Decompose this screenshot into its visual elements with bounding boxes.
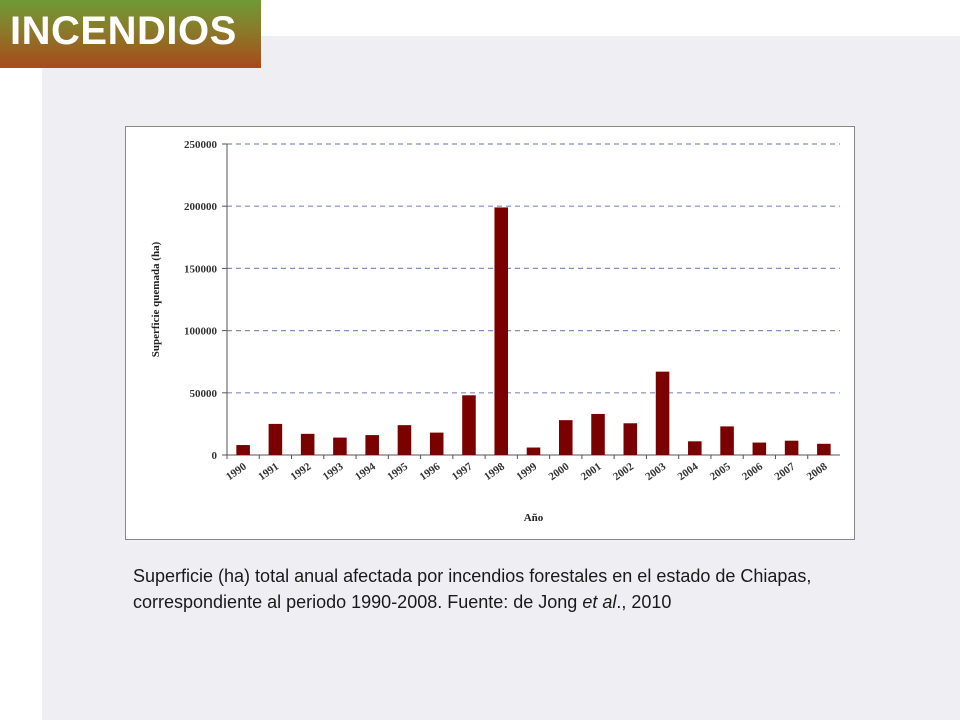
bar-2005 bbox=[720, 426, 734, 455]
bar-1991 bbox=[268, 423, 283, 455]
x-tick-label: 1995 bbox=[385, 460, 410, 483]
bar-2008 bbox=[817, 443, 831, 455]
bar-2006 bbox=[752, 442, 767, 455]
bar-1993 bbox=[333, 437, 347, 455]
caption-italic: et al bbox=[582, 592, 617, 612]
y-tick-label: 0 bbox=[212, 450, 218, 462]
bar-2001 bbox=[591, 413, 605, 455]
bar-2004 bbox=[688, 441, 702, 455]
caption-main: Superficie (ha) total anual afectada por… bbox=[133, 566, 812, 612]
bar-2000 bbox=[558, 420, 573, 455]
x-tick-label: 1998 bbox=[482, 460, 507, 483]
bar-chart: 0 50000 100000 150000 200000 250000 1990 1991 19… bbox=[125, 126, 855, 540]
bar-1998 bbox=[494, 207, 509, 455]
y-tick-label: 250000 bbox=[184, 139, 218, 151]
x-tick-label: 1994 bbox=[353, 460, 378, 483]
bar-1997 bbox=[462, 395, 476, 455]
figure-caption: Superficie (ha) total anual afectada por… bbox=[133, 563, 853, 615]
x-tick-label: 1997 bbox=[450, 460, 475, 483]
x-tick-label: 2002 bbox=[611, 460, 636, 483]
bar-2007 bbox=[784, 440, 799, 455]
bar-1990 bbox=[236, 445, 250, 455]
x-tick-label: 2004 bbox=[676, 460, 701, 483]
y-tick-label: 150000 bbox=[184, 263, 218, 275]
bar-2002 bbox=[623, 423, 638, 455]
y-axis-title: Superficie quemada (ha) bbox=[150, 241, 162, 357]
x-tick-label: 1992 bbox=[288, 460, 313, 483]
x-tick-label: 2005 bbox=[708, 460, 733, 483]
bar-1996 bbox=[429, 432, 444, 455]
x-tick-label: 1993 bbox=[321, 460, 346, 483]
bar-1995 bbox=[397, 425, 412, 455]
x-tick-label: 2003 bbox=[643, 460, 668, 483]
bar-1999 bbox=[526, 447, 541, 455]
x-tick-label: 2006 bbox=[740, 460, 765, 483]
x-tick-label: 2000 bbox=[547, 460, 572, 483]
y-tick-label: 100000 bbox=[184, 326, 218, 338]
bar-2003 bbox=[655, 371, 670, 455]
page-title: INCENDIOS bbox=[10, 9, 237, 53]
x-tick-label: 1999 bbox=[514, 460, 539, 483]
chart-canvas: 0 50000 100000 150000 200000 250000 1990 1991 19… bbox=[150, 139, 840, 524]
x-tick-label: 1991 bbox=[256, 461, 281, 483]
x-tick-label: 1990 bbox=[224, 460, 249, 483]
y-tick-label: 200000 bbox=[184, 201, 218, 213]
x-tick-label: 2007 bbox=[772, 460, 797, 483]
y-tick-label: 50000 bbox=[190, 388, 218, 400]
x-tick-label: 1996 bbox=[418, 460, 443, 483]
x-tick-label: 2008 bbox=[805, 460, 830, 483]
x-tick-label: 2001 bbox=[579, 461, 604, 483]
title-banner: INCENDIOS bbox=[0, 0, 261, 68]
x-axis-title: Año bbox=[524, 512, 544, 524]
caption-end: ., 2010 bbox=[616, 592, 672, 612]
bar-1992 bbox=[300, 433, 315, 455]
bar-1994 bbox=[365, 435, 379, 455]
